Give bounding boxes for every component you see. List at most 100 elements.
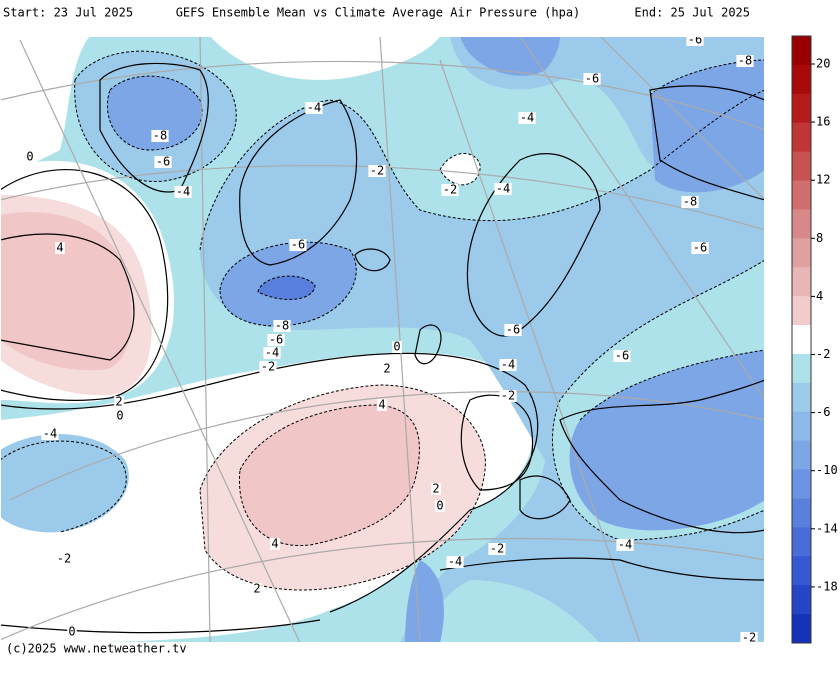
contour-label-bg bbox=[435, 500, 445, 512]
map-frame bbox=[0, 36, 765, 643]
contour-label: 0 bbox=[393, 340, 400, 354]
contour-label-bg bbox=[263, 347, 281, 359]
colorbar-segment bbox=[792, 382, 811, 413]
contour-label-bg bbox=[114, 396, 124, 408]
negative-region bbox=[107, 76, 202, 150]
colorbar-segment bbox=[792, 527, 811, 557]
negative-region bbox=[569, 350, 765, 531]
contour-label-bg bbox=[151, 130, 169, 142]
contour-label-bg bbox=[583, 73, 601, 85]
contour-label-bg bbox=[740, 632, 758, 643]
colorbar-segment bbox=[792, 93, 811, 124]
contour-label-bg bbox=[494, 183, 512, 195]
contour-label: 0 bbox=[26, 150, 33, 164]
colorbar: 20 16 12 8 4 -2 -6 -10 -14 -18 bbox=[791, 35, 838, 644]
contour-label: -2 bbox=[57, 552, 71, 566]
contour-label-bg bbox=[55, 242, 65, 254]
contour-label: -4 bbox=[520, 111, 534, 125]
colorbar-tick-label: 16 bbox=[816, 115, 830, 129]
contour-label: -4 bbox=[501, 358, 515, 372]
contour-label: -8 bbox=[275, 319, 289, 333]
colorbar-segment bbox=[792, 353, 811, 384]
contour-label: 2 bbox=[383, 362, 390, 376]
colorbar-segment bbox=[792, 180, 811, 210]
colorbar-segment bbox=[792, 325, 811, 355]
contour-label: -2 bbox=[370, 164, 384, 178]
contour-label: -4 bbox=[265, 346, 279, 360]
contour-label-bg bbox=[377, 399, 387, 411]
contour-label: -4 bbox=[618, 538, 632, 552]
colorbar-tick-label: -14 bbox=[816, 521, 838, 535]
colorbar-tick-label: 12 bbox=[816, 173, 830, 187]
contour-label: -2 bbox=[742, 631, 756, 645]
colorbar-segment bbox=[792, 64, 811, 95]
contour-label-bg bbox=[431, 483, 441, 495]
colorbar-segment bbox=[792, 151, 811, 182]
contours bbox=[0, 50, 765, 634]
contour-label-bg bbox=[488, 543, 506, 555]
negative-region bbox=[650, 60, 765, 193]
contour-label: -6 bbox=[291, 238, 305, 252]
contour-label: 0 bbox=[436, 499, 443, 513]
contour-label-bg bbox=[267, 334, 285, 346]
colorbar-segment bbox=[792, 585, 811, 615]
start-date: Start: 23 Jul 2025 bbox=[3, 6, 133, 20]
contour-labels: -6-8-6-4-4-8-6-4-2-2 -4-8-6 -64-8-6-4-20-6… bbox=[25, 33, 758, 645]
contour-label-bg bbox=[499, 390, 517, 402]
colorbar-frame bbox=[791, 35, 812, 644]
contour-label: -6 bbox=[269, 333, 283, 347]
colorbar-segment bbox=[792, 209, 811, 239]
contour-label-bg bbox=[613, 350, 631, 362]
contour-label: -6 bbox=[585, 72, 599, 86]
colorbar-tick-label: -2 bbox=[816, 347, 830, 361]
colorbar-segment bbox=[792, 614, 811, 644]
contour-label: 0 bbox=[116, 409, 123, 423]
contour-label-bg bbox=[736, 55, 754, 67]
contour-label: 2 bbox=[115, 395, 122, 409]
contour-label-bg bbox=[25, 151, 35, 163]
contour-label: -2 bbox=[443, 183, 457, 197]
negative-region bbox=[460, 36, 560, 76]
contour-label-bg bbox=[691, 242, 709, 254]
contour-label: -4 bbox=[176, 185, 190, 199]
contour-label: -6 bbox=[688, 33, 702, 47]
contour-label: -6 bbox=[615, 349, 629, 363]
contour-label-bg bbox=[154, 156, 172, 168]
negative-region bbox=[200, 90, 765, 643]
contour-label: -8 bbox=[153, 129, 167, 143]
contour-label-bg bbox=[270, 538, 280, 550]
contour-label-bg bbox=[174, 186, 192, 198]
colorbar-tick-label: -18 bbox=[816, 579, 838, 593]
contour-label: 4 bbox=[271, 537, 278, 551]
contour-label-bg bbox=[259, 361, 277, 373]
contour-label-bg bbox=[446, 556, 464, 568]
contour-label: -2 bbox=[490, 542, 504, 556]
contour-label: -4 bbox=[448, 555, 462, 569]
contour-label: -4 bbox=[307, 101, 321, 115]
colorbar-tick-label: 20 bbox=[816, 57, 830, 71]
contour-label-bg bbox=[392, 341, 402, 353]
credit: (c)2025 www.netweather.tv bbox=[6, 642, 187, 656]
chart-title: GEFS Ensemble Mean vs Climate Average Ai… bbox=[176, 6, 581, 20]
colorbar-segment bbox=[792, 498, 811, 528]
colorbar-segment bbox=[792, 296, 811, 326]
contour-label: -4 bbox=[43, 427, 57, 441]
negative-region bbox=[0, 433, 129, 533]
graticule bbox=[0, 36, 765, 643]
colorbar-tick-label: 8 bbox=[816, 231, 823, 245]
contour-label: -4 bbox=[496, 182, 510, 196]
white-region bbox=[0, 36, 90, 190]
negative-region bbox=[405, 560, 444, 643]
colorbar-segment bbox=[792, 122, 811, 153]
colorbar-segment bbox=[792, 440, 811, 471]
white-region bbox=[440, 153, 481, 185]
contour-label-bg bbox=[55, 553, 73, 565]
contour-label-bg bbox=[289, 239, 307, 251]
contour-label: -8 bbox=[738, 54, 752, 68]
contour-label-bg bbox=[368, 165, 386, 177]
colorbar-tick-label: 4 bbox=[816, 289, 823, 303]
colorbar-tick-label: -10 bbox=[816, 463, 838, 477]
contour-label: -6 bbox=[156, 155, 170, 169]
negative-region bbox=[258, 276, 315, 300]
